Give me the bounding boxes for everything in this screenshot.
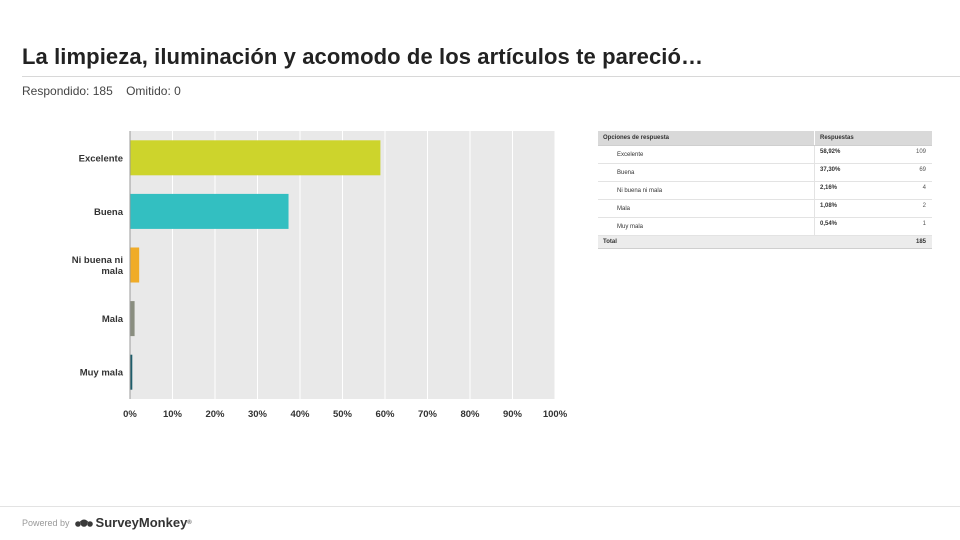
row-option: Ni buena ni mala [598,181,815,200]
row-option: Muy mala [598,217,815,236]
total-label: Total [598,235,815,249]
header-responses: Respuestas [814,131,932,146]
row-option: Excelente [598,145,815,164]
row-responses: 37,30% 69 [814,163,932,182]
x-tick-label: 60% [375,409,395,420]
row-count: 109 [915,149,926,155]
row-percent: 2,16% [820,185,838,191]
row-count: 2 [922,203,926,209]
skipped-count: Omitido: 0 [126,84,181,98]
category-label: Excelente [79,153,123,164]
table-row: Mala 1,08% 2 [598,199,932,218]
category-label: Ni buena ni [72,255,123,266]
x-tick-label: 70% [418,409,438,420]
x-tick-label: 50% [333,409,353,420]
brand-name: SurveyMonkey [95,515,188,530]
header-option: Opciones de respuesta [598,131,815,146]
row-percent: 0,54% [820,221,838,227]
table-total-row: Total 185 [598,235,932,249]
total-value: 185 [814,235,932,249]
bar [130,301,135,337]
x-tick-label: 30% [248,409,268,420]
footer-divider [0,506,960,507]
row-percent: 58,92% [820,149,841,155]
x-tick-label: 10% [163,409,183,420]
row-count: 69 [919,167,926,173]
title-divider [22,76,960,77]
bar-chart: 0% 10% 20% 30% 40% 50% 60% 70% 80% 90% 100% Excelen… [72,131,568,420]
table-row: Excelente 58,92% 109 [598,145,932,164]
x-tick-label: 0% [123,409,137,420]
category-label: Buena [94,207,124,218]
row-responses: 1,08% 2 [814,199,932,218]
x-tick-label: 20% [205,409,225,420]
row-percent: 37,30% [820,167,841,173]
x-tick-label: 80% [460,409,480,420]
row-responses: 58,92% 109 [814,145,932,164]
row-option: Buena [598,163,815,182]
category-label: Muy mala [80,368,124,379]
table-row: Muy mala 0,54% 1 [598,217,932,236]
bar [130,140,381,176]
category-label: Mala [102,314,124,325]
row-option: Mala [598,199,815,218]
brand-logo[interactable]: SurveyMonkey ® [74,515,192,530]
question-title: La limpieza, iluminación y acomodo de lo… [22,44,704,69]
responses-table: Opciones de respuesta Respuestas Excelen… [598,131,932,249]
row-count: 4 [922,185,926,191]
bar [130,247,140,283]
footer: Powered by SurveyMonkey ® [22,515,192,530]
table-row: Ni buena ni mala 2,16% 4 [598,181,932,200]
row-responses: 0,54% 1 [814,217,932,236]
answered-count: Respondido: 185 [22,84,113,98]
trademark-symbol: ® [187,519,192,526]
x-tick-label: 100% [543,409,568,420]
response-stats: Respondido: 185 Omitido: 0 [22,84,191,98]
row-count: 1 [922,221,926,227]
x-tick-label: 40% [290,409,310,420]
x-tick-label: 90% [503,409,523,420]
bar [130,193,289,229]
row-responses: 2,16% 4 [814,181,932,200]
table-header-row: Opciones de respuesta Respuestas [598,131,932,146]
bar [130,354,133,390]
table-row: Buena 37,30% 69 [598,163,932,182]
row-percent: 1,08% [820,203,838,209]
surveymonkey-logo-icon [74,519,93,527]
category-label: mala [101,266,123,277]
powered-by-text: Powered by [22,517,70,528]
